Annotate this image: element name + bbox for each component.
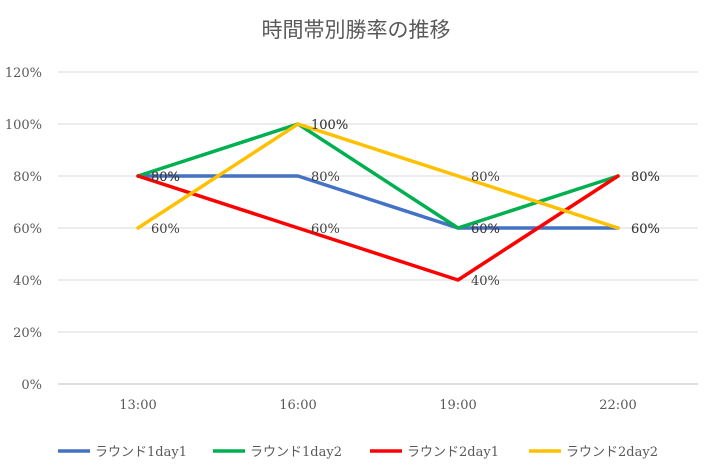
y-tick-label: 40% (13, 274, 42, 289)
legend-label: ラウンド1day2 (250, 445, 342, 460)
legend-label: ラウンド2day2 (566, 445, 658, 460)
y-axis: 0% 20% 40% 60% 80% 100% 120% (5, 66, 42, 393)
data-label: 60% (311, 222, 340, 237)
data-label: 80% (151, 170, 180, 185)
data-label: 100% (311, 118, 348, 133)
data-label: 80% (311, 170, 340, 185)
x-tick-label: 19:00 (439, 398, 476, 413)
data-label: 80% (631, 170, 660, 185)
legend: ラウンド1day1 ラウンド1day2 ラウンド2day1 ラウンド2day2 (58, 445, 658, 460)
y-tick-label: 120% (5, 66, 42, 81)
series-lines (136, 122, 620, 282)
data-label: 40% (471, 274, 500, 289)
series-line (136, 122, 620, 230)
data-labels: 80% 80%60% 60%80%100%60%80%80%60%40%80%60%… (151, 118, 660, 289)
series-line (136, 174, 620, 230)
data-label: 60% (631, 222, 660, 237)
x-tick-label: 22:00 (599, 398, 636, 413)
x-tick-label: 16:00 (279, 398, 316, 413)
legend-label: ラウンド1day1 (95, 445, 187, 460)
data-label: 60% (471, 222, 500, 237)
y-tick-label: 80% (13, 170, 42, 185)
y-tick-label: 60% (13, 222, 42, 237)
y-tick-label: 0% (21, 378, 42, 393)
data-label: 80% (151, 170, 180, 185)
data-label: 60% (631, 222, 660, 237)
data-label: 80% (631, 170, 660, 185)
y-tick-label: 100% (5, 118, 42, 133)
data-label: 100% (311, 118, 348, 133)
series-line (136, 174, 620, 282)
data-label: 60% (471, 222, 500, 237)
data-label: 80% (151, 170, 180, 185)
x-tick-label: 13:00 (119, 398, 156, 413)
x-axis: 13:00 16:00 19:00 22:00 (119, 398, 636, 413)
y-tick-label: 20% (13, 326, 42, 341)
chart-title: 時間帯別勝率の推移 (262, 18, 451, 42)
legend-label: ラウンド2day1 (407, 445, 499, 460)
data-label: 80% (471, 170, 500, 185)
data-label: 60% (151, 222, 180, 237)
